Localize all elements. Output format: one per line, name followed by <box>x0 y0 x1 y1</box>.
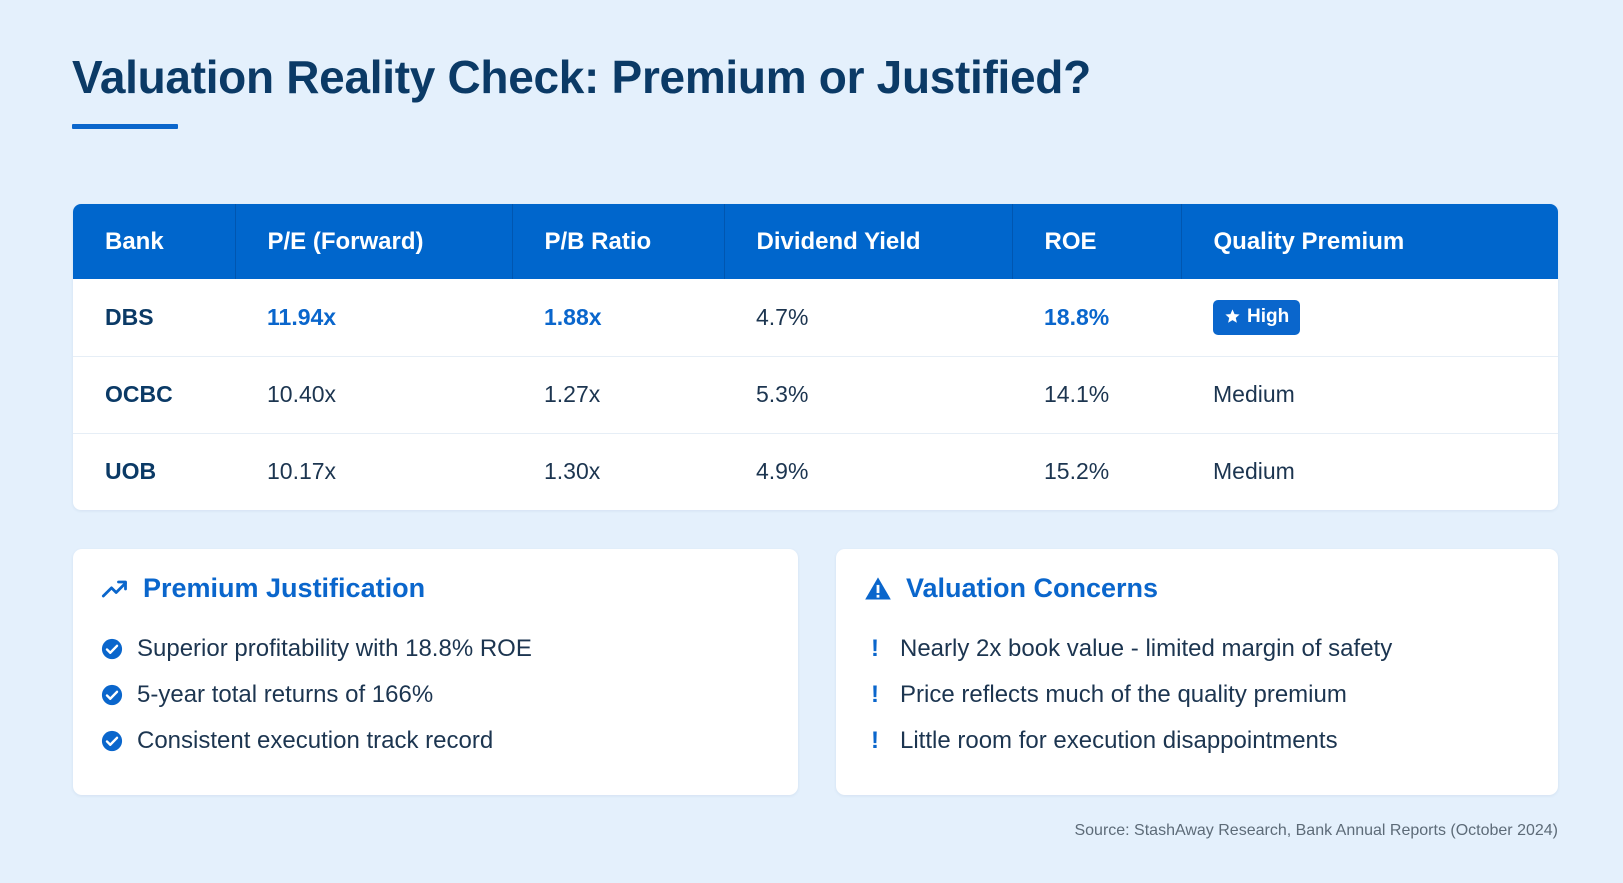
table-row: UOB 10.17x 1.30x 4.9% 15.2% Medium <box>73 433 1558 509</box>
justification-list: Superior profitability with 18.8% ROE 5-… <box>101 626 532 764</box>
panel-heading: Premium Justification <box>101 573 425 604</box>
pe-value: 11.94x <box>267 303 337 330</box>
concerns-list: ! Nearly 2x book value - limited margin … <box>864 626 1392 764</box>
premium-cell: High <box>1181 279 1558 356</box>
list-item-text: Superior profitability with 18.8% ROE <box>137 635 532 662</box>
premium-justification-panel: Premium Justification Superior profitabi… <box>73 549 798 795</box>
table-row: DBS 11.94x 1.88x 4.7% 18.8% High <box>73 279 1558 356</box>
premium-value: Medium <box>1213 457 1295 484</box>
bank-name: DBS <box>105 303 154 330</box>
exclamation-icon: ! <box>871 681 879 708</box>
list-item: ! Little room for execution disappointme… <box>864 718 1392 764</box>
header-pb: P/B Ratio <box>512 204 725 279</box>
table-header-row: Bank P/E (Forward) P/B Ratio Dividend Yi… <box>73 204 1558 279</box>
warning-icon <box>865 576 891 599</box>
panel-heading: Valuation Concerns <box>864 573 1158 604</box>
exclamation-icon: ! <box>871 635 879 662</box>
list-item: ! Price reflects much of the quality pre… <box>864 672 1392 718</box>
page-title: Valuation Reality Check: Premium or Just… <box>72 51 1091 103</box>
valuation-concerns-panel: Valuation Concerns ! Nearly 2x book valu… <box>836 549 1558 795</box>
pe-value: 10.17x <box>267 457 337 484</box>
header-bank: Bank <box>73 204 236 279</box>
table-row: OCBC 10.40x 1.27x 5.3% 14.1% Medium <box>73 356 1558 433</box>
list-item: Consistent execution track record <box>101 718 532 764</box>
header-pe: P/E (Forward) <box>235 204 513 279</box>
roe-value: 14.1% <box>1044 381 1110 407</box>
list-item-text: Price reflects much of the quality premi… <box>900 681 1347 708</box>
list-item: ! Nearly 2x book value - limited margin … <box>864 626 1392 672</box>
list-item-text: 5-year total returns of 166% <box>137 681 434 708</box>
title-underline <box>72 124 178 129</box>
premium-badge: High <box>1213 299 1301 335</box>
bank-name: UOB <box>105 457 157 484</box>
roe-value: 18.8% <box>1044 303 1110 330</box>
trending-up-icon <box>101 580 127 597</box>
source-note: Source: StashAway Research, Bank Annual … <box>1074 822 1558 839</box>
check-circle-icon <box>101 684 123 706</box>
valuation-table-card: Bank P/E (Forward) P/B Ratio Dividend Yi… <box>73 204 1558 510</box>
dividend-value: 4.7% <box>756 303 809 330</box>
header-dividend: Dividend Yield <box>724 204 1013 279</box>
star-icon <box>1225 309 1240 324</box>
dividend-value: 5.3% <box>756 381 809 407</box>
header-roe: ROE <box>1012 204 1182 279</box>
premium-badge-label: High <box>1247 305 1290 327</box>
premium-value: Medium <box>1213 381 1295 407</box>
panel-title: Premium Justification <box>143 573 426 603</box>
dividend-value: 4.9% <box>756 457 809 484</box>
check-circle-icon <box>101 730 123 752</box>
pb-value: 1.27x <box>544 381 601 407</box>
pe-value: 10.40x <box>267 381 337 407</box>
pb-value: 1.88x <box>544 303 602 330</box>
list-item-text: Consistent execution track record <box>137 727 494 754</box>
pb-value: 1.30x <box>544 457 601 484</box>
exclamation-icon: ! <box>871 727 879 754</box>
list-item-text: Little room for execution disappointment… <box>900 727 1338 754</box>
bank-name: OCBC <box>105 381 173 407</box>
check-circle-icon <box>101 638 123 660</box>
roe-value: 15.2% <box>1044 457 1110 484</box>
list-item-text: Nearly 2x book value - limited margin of… <box>900 635 1393 662</box>
list-item: 5-year total returns of 166% <box>101 672 532 718</box>
list-item: Superior profitability with 18.8% ROE <box>101 626 532 672</box>
panel-title: Valuation Concerns <box>906 573 1159 603</box>
header-quality-premium: Quality Premium <box>1213 227 1405 255</box>
valuation-table: Bank P/E (Forward) P/B Ratio Dividend Yi… <box>73 204 1558 509</box>
